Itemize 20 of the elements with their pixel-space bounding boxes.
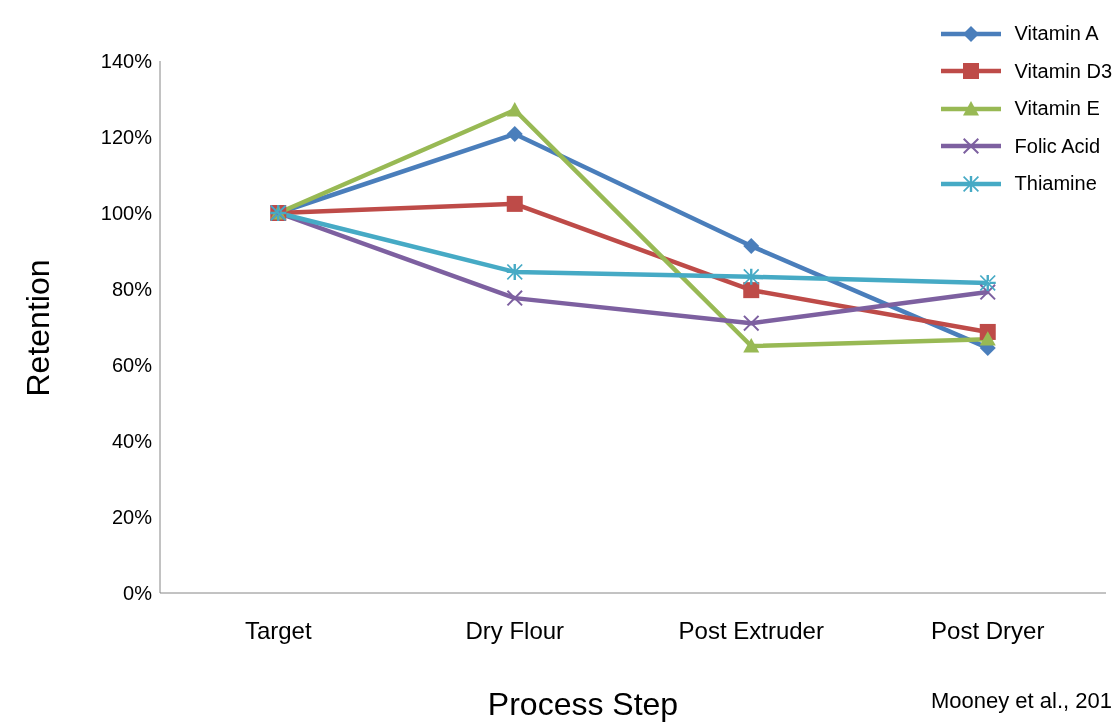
legend-label: Vitamin A bbox=[1014, 22, 1099, 46]
y-tick-label: 60% bbox=[111, 354, 153, 377]
y-tick-label: 0% bbox=[123, 582, 153, 605]
y-tick-label: 100% bbox=[100, 202, 153, 225]
y-tick-label: 80% bbox=[111, 278, 153, 301]
y-tick-label: 120% bbox=[100, 126, 153, 149]
y-tick-label: 40% bbox=[111, 430, 153, 453]
x-tick-label: Dry Flour bbox=[465, 617, 565, 644]
y-tick-label: 20% bbox=[111, 506, 153, 529]
legend-label: Thiamine bbox=[1014, 172, 1097, 196]
text: Mooney et al., 201 bbox=[930, 688, 1112, 714]
legend-label: Vitamin E bbox=[1014, 97, 1100, 121]
legend-label: Folic Acid bbox=[1014, 134, 1101, 158]
x-tick-label: Post Dryer bbox=[931, 617, 1045, 644]
x-axis-title: Process Step bbox=[487, 686, 679, 723]
y-axis-title: Retention bbox=[19, 259, 57, 397]
y-tick-label: 140% bbox=[100, 50, 153, 73]
legend-label: Vitamin D3 bbox=[1014, 59, 1112, 83]
x-tick-label: Target bbox=[244, 617, 312, 644]
x-tick-label: Post Extruder bbox=[678, 617, 824, 644]
